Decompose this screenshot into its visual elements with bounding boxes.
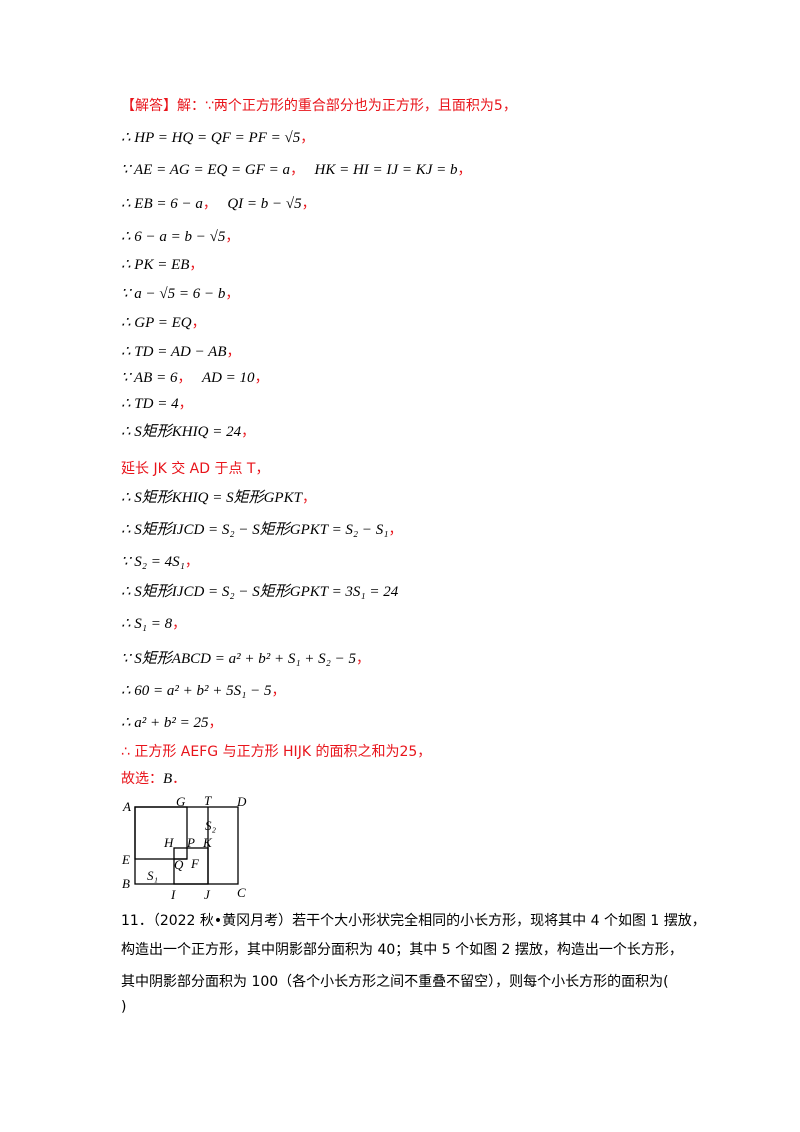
step-5-tail: ， xyxy=(189,257,204,273)
step-8-tail: ， xyxy=(226,344,241,360)
step-2-tail2: ， xyxy=(457,162,472,178)
step-4-tail: ， xyxy=(225,229,240,245)
step-6: ∵ a − √5 = 6 − b， xyxy=(121,284,239,304)
label-q: Q xyxy=(174,857,184,872)
label-g: G xyxy=(176,794,186,809)
solution-intro: 解：∵两个正方形的重合部分也为正方形，且面积为5， xyxy=(177,98,517,114)
step-8-math: ∴ TD = AD − AB xyxy=(121,344,227,360)
label-i: I xyxy=(170,887,176,902)
label-s1: S₁ xyxy=(147,868,158,883)
question-11-line3: 其中阴影部分面积为 100（各个小长方形之间不重叠不留空），则每个小长方形的面积… xyxy=(121,974,669,990)
step2-4-math: ∴ S矩形IJCD = S₂ − S矩形GPKT = 3S₁ = 24 xyxy=(121,584,399,600)
step-3: ∴ EB = 6 − a， QI = b − √5， xyxy=(121,194,316,214)
geometry-figure: A G T D S₂ H P K E Q F S₁ B I J C xyxy=(121,793,247,902)
step2-6: ∵ S矩形ABCD = a² + b² + S₁ + S₂ − 5， xyxy=(121,649,370,669)
step2-3: ∵ S₂ = 4S₁， xyxy=(121,552,199,572)
label-h: H xyxy=(163,835,174,850)
label-c: C xyxy=(237,885,246,900)
answer-tail: ． xyxy=(172,771,187,787)
step-3-math: ∴ EB = 6 − a xyxy=(121,196,203,212)
step2-8-tail: ， xyxy=(208,715,223,731)
label-p: P xyxy=(186,835,195,850)
step2-7: ∴ 60 = a² + b² + 5S₁ − 5， xyxy=(121,681,286,701)
answer-value: B xyxy=(163,771,173,787)
step2-8: ∴ a² + b² = 25， xyxy=(121,713,223,733)
step-2-math2: HK = HI = IJ = KJ = b xyxy=(314,162,458,178)
step2-3-tail: ， xyxy=(184,554,199,570)
step2-2: ∴ S矩形IJCD = S₂ − S矩形GPKT = S₂ − S₁， xyxy=(121,520,403,540)
step-5-math: ∴ PK = EB xyxy=(121,257,190,273)
step2-1: ∴ S矩形KHIQ = S矩形GPKT， xyxy=(121,488,316,508)
step-3-math2: QI = b − √5 xyxy=(227,196,302,212)
step2-8-math: ∴ a² + b² = 25 xyxy=(121,715,209,731)
step-2: ∵ AE = AG = EQ = GF = a， HK = HI = IJ = … xyxy=(121,160,471,180)
step-5: ∴ PK = EB， xyxy=(121,255,203,275)
step-6-math: ∵ a − √5 = 6 − b xyxy=(121,286,226,302)
step-8: ∴ TD = AD − AB， xyxy=(121,342,241,362)
label-s2: S₂ xyxy=(205,818,217,833)
step-9-math2: AD = 10 xyxy=(201,370,255,386)
step2-5-math: ∴ S₁ = 8 xyxy=(121,616,173,632)
step-9-tail: ， xyxy=(177,370,192,386)
step-10: ∴ TD = 4， xyxy=(121,394,193,414)
label-a: A xyxy=(122,799,131,814)
question-11-line1: 11．（2022 秋•黄冈月考）若干个大小形状完全相同的小长方形，现将其中 4 … xyxy=(121,913,706,929)
step2-7-tail: ， xyxy=(271,683,286,699)
step-7-math: ∴ GP = EQ xyxy=(121,315,192,331)
step2-1-tail: ， xyxy=(301,490,316,506)
step2-5: ∴ S₁ = 8， xyxy=(121,614,186,634)
step2-4: ∴ S矩形IJCD = S₂ − S矩形GPKT = 3S₁ = 24 xyxy=(121,582,398,602)
step2-1-math: ∴ S矩形KHIQ = S矩形GPKT xyxy=(121,490,302,506)
answer-label: 故选： xyxy=(121,771,163,787)
conclusion-line: ∴ 正方形 AEFG 与正方形 HIJK 的面积之和为25， xyxy=(121,744,432,760)
step-1-tail: ， xyxy=(300,130,315,146)
step-10-tail: ， xyxy=(178,396,193,412)
step-10-math: ∴ TD = 4 xyxy=(121,396,179,412)
step-1-math: ∴ HP = HQ = QF = PF = √5 xyxy=(121,130,301,146)
step-3-tail: ， xyxy=(202,196,217,212)
step2-2-tail: ， xyxy=(388,522,403,538)
label-j: J xyxy=(204,887,211,902)
step2-5-tail: ， xyxy=(172,616,187,632)
step-3-tail2: ， xyxy=(301,196,316,212)
step-7-tail: ， xyxy=(191,315,206,331)
step2-2-math: ∴ S矩形IJCD = S₂ − S矩形GPKT = S₂ − S₁ xyxy=(121,522,389,538)
step-6-tail: ， xyxy=(225,286,240,302)
answer-line: 故选：B． xyxy=(121,769,186,789)
step-9-math: ∵ AB = 6 xyxy=(121,370,178,386)
step-11-math: ∴ S矩形KHIQ = 24 xyxy=(121,424,242,440)
square-aefg xyxy=(134,806,188,860)
question-11-line2: 构造出一个正方形，其中阴影部分面积为 40；其中 5 个如图 2 摆放，构造出一… xyxy=(121,942,683,958)
step2-7-math: ∴ 60 = a² + b² + 5S₁ − 5 xyxy=(121,683,272,699)
step-2-math: ∵ AE = AG = EQ = GF = a xyxy=(121,162,291,178)
solution-tag: 【解答】 xyxy=(121,98,177,114)
step-9: ∵ AB = 6， AD = 10， xyxy=(121,368,269,388)
step-1: ∴ HP = HQ = QF = PF = √5， xyxy=(121,128,314,148)
label-b: B xyxy=(122,876,130,891)
label-k: K xyxy=(202,835,213,850)
step-9-tail2: ， xyxy=(254,370,269,386)
extend-line: 延长 JK 交 AD 于点 T， xyxy=(121,461,270,477)
step-11-tail: ， xyxy=(241,424,256,440)
label-t: T xyxy=(204,793,212,808)
step2-3-math: ∵ S₂ = 4S₁ xyxy=(121,554,185,570)
step-11: ∴ S矩形KHIQ = 24， xyxy=(121,422,255,442)
step2-6-tail: ， xyxy=(356,651,370,667)
step2-6-math: ∵ S矩形ABCD = a² + b² + S₁ + S₂ − 5 xyxy=(121,651,356,667)
step-2-tail: ， xyxy=(290,162,305,178)
solution-intro-line: 【解答】解：∵两个正方形的重合部分也为正方形，且面积为5， xyxy=(121,96,517,116)
label-d: D xyxy=(236,794,247,809)
step-4-math: ∴ 6 − a = b − √5 xyxy=(121,229,226,245)
label-e: E xyxy=(121,852,130,867)
label-f: F xyxy=(190,856,200,871)
question-11-line4: ) xyxy=(121,999,127,1015)
step-7: ∴ GP = EQ， xyxy=(121,313,206,333)
step-4: ∴ 6 − a = b − √5， xyxy=(121,227,239,247)
